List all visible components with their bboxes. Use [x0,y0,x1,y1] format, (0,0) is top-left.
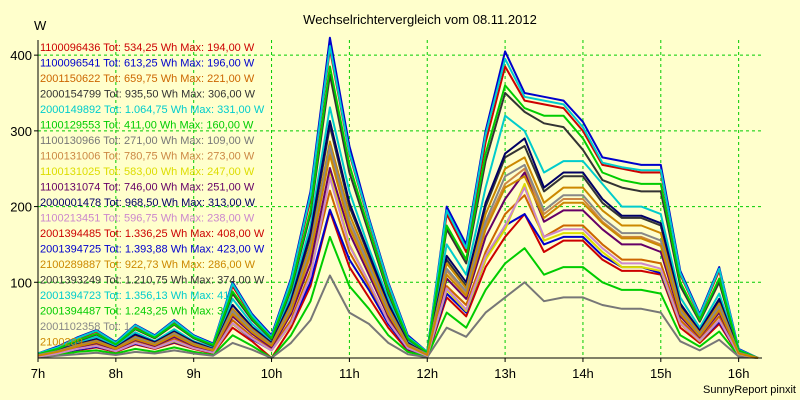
y-tick-labels: 100 200 300 400 [10,48,38,290]
legend: 1100096436 Tot: 534,25 Wh Max: 194,00 W 1… [40,42,265,349]
x-tick-label: 10h [261,366,283,381]
x-tick-label: 11h [339,366,360,381]
legend-entry: 2001394485 Tot: 1.336,25 Wh Max: 408,00 … [40,228,265,240]
legend-entry: 1100096436 Tot: 534,25 Wh Max: 194,00 W [40,42,255,54]
legend-entry: 1100131006 Tot: 780,75 Wh Max: 273,00 W [40,151,255,163]
series-line-1100129553 [37,235,759,359]
x-tick-label: 16h [728,366,750,381]
y-tick-label: 400 [10,48,32,63]
x-tick-label: 14h [572,366,594,381]
axes [37,40,762,359]
x-tick-label: 8h [109,366,123,381]
series-line-1100213451 [37,176,759,359]
legend-entry: 2100289887 Tot: 922,73 Wh Max: 286,00 W [40,259,256,271]
legend-entry: 2001394487 Tot: 1.243,25 Wh Max: 3 [40,306,223,318]
x-tick-label: 7h [31,366,45,381]
legend-entry: 1100130966 Tot: 271,00 Wh Max: 109,00 W [40,135,255,147]
x-tick-label: 15h [650,366,672,381]
x-tick-label: 9h [186,366,200,381]
series-lines [37,36,759,359]
legend-entry: 1100129553 Tot: 411,00 Wh Max: 160,00 W [40,120,254,132]
credit-label: SunnyReport pinxit [703,384,796,396]
chart-title: Wechselrichtervergleich vom 08.11.2012 [303,12,537,27]
series-line-2001394487 [37,65,759,359]
y-tick-label: 200 [10,200,32,215]
legend-entry: 2001393249 Tot: 1.210,75 Wh Max: 374,00 … [40,275,265,287]
legend-entry: 2000001478 Tot: 968,50 Wh Max: 313,00 W [40,197,256,209]
x-tick-label: 13h [494,366,516,381]
x-tick-label: 12h [416,366,438,381]
legend-entry: 1100131074 Tot: 746,00 Wh Max: 251,00 W [40,182,255,194]
legend-entry: 2000149892 Tot: 1.064,75 Wh Max: 331,00 … [40,104,265,116]
legend-entry: 2001394723 Tot: 1.356,13 Wh Max: 41 [40,290,229,302]
legend-entry: 2001150622 Tot: 659,75 Wh Max: 221,00 W [40,73,255,85]
series-line-2000001478 [37,120,759,359]
plot-background [38,40,762,358]
legend-entry: 1100096541 Tot: 613,25 Wh Max: 196,00 W [40,58,255,70]
legend-entry: 2100289 [40,337,83,349]
series-line-1100130966 [37,274,759,359]
legend-entry: 1100213451 Tot: 596,75 Wh Max: 238,00 W [40,213,255,225]
y-axis-label: W [34,18,47,33]
y-tick-label: 300 [10,124,32,139]
plot-area [38,40,762,358]
legend-entry: 2000154799 Tot: 935,50 Wh Max: 306,00 W [40,89,256,101]
y-tick-label: 100 [10,275,32,290]
series-line-2100289 [37,154,759,359]
legend-entry: 1100131025 Tot: 583,00 Wh Max: 247,00 W [40,166,255,178]
legend-entry: 2001102358 Tot: 1. [40,321,133,333]
gridlines [37,40,762,358]
x-tick-labels: 7h 8h 9h 10h 11h 12h 13h 14h 15h 16h [31,358,750,381]
series-line-2001394723 [37,45,759,359]
legend-entry: 2001394725 Tot: 1.393,88 Wh Max: 423,00 … [40,244,265,256]
